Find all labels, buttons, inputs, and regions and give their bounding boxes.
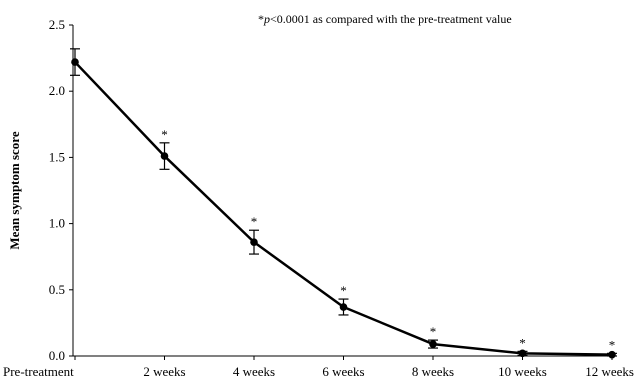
y-tick-label: 2.0	[49, 83, 65, 98]
data-point	[71, 58, 79, 66]
y-ticks: 0.0 0.5 1.0 1.5 2.0 2.5	[49, 17, 73, 363]
x-ticks: Pre-treatment 2 weeks 4 weeks 6 weeks 8 week…	[3, 356, 634, 379]
y-tick-label: 0.0	[49, 348, 65, 363]
x-tick-label: 2 weeks	[143, 364, 185, 379]
y-axis-title: Mean symptom score	[7, 131, 22, 249]
significance-marker: *	[340, 283, 347, 298]
data-point	[339, 303, 348, 311]
significance-marker: *	[430, 324, 437, 339]
y-tick-label: 0.5	[49, 282, 65, 297]
x-tick-label: Pre-treatment	[3, 364, 74, 379]
annotation-prefix: *	[258, 12, 264, 26]
significance-marker: *	[609, 337, 616, 352]
data-point	[429, 340, 437, 348]
significance-marker: *	[519, 335, 526, 350]
x-tick-label: 10 weeks	[498, 364, 547, 379]
y-tick-label: 1.5	[49, 149, 65, 164]
data-point	[250, 238, 258, 246]
significance-markers: * * * * * *	[161, 127, 615, 353]
x-tick-label: 8 weeks	[412, 364, 454, 379]
data-point	[160, 152, 169, 160]
x-tick-label: 12 weeks	[585, 364, 634, 379]
annotation-p-italic: p	[263, 12, 270, 26]
significance-marker: *	[161, 127, 168, 142]
x-tick-label: 6 weeks	[322, 364, 364, 379]
y-tick-label: 1.0	[49, 216, 65, 231]
data-point	[608, 350, 616, 359]
data-point	[518, 349, 527, 358]
x-tick-label: 4 weeks	[233, 364, 275, 379]
y-tick-label: 2.5	[49, 17, 65, 32]
data-points	[71, 58, 616, 359]
significance-marker: *	[251, 214, 258, 229]
axes	[72, 25, 617, 357]
significance-annotation: *p<0.0001 as compared with the pre-treat…	[258, 12, 512, 26]
annotation-suffix: <0.0001 as compared with the pre-treatme…	[270, 12, 512, 26]
